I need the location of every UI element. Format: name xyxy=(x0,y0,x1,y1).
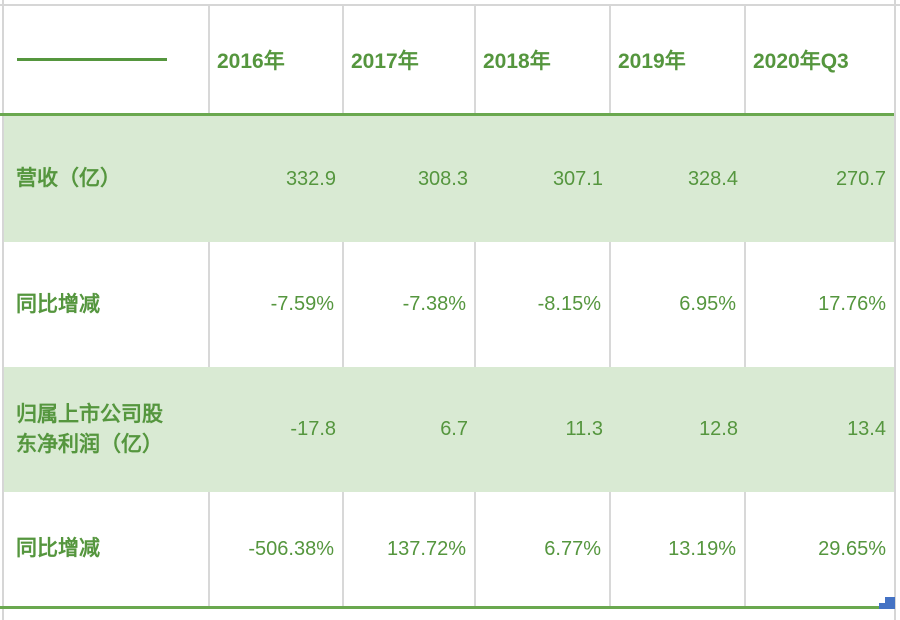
row-label-revenue[interactable]: 营收（亿） xyxy=(16,167,121,190)
right-gridline xyxy=(894,0,896,620)
column-header-2017[interactable]: 2017年 xyxy=(344,6,476,113)
fill-handle-square xyxy=(885,597,895,609)
revenue-2017[interactable]: 308.3 xyxy=(417,167,468,190)
fill-handle-step xyxy=(879,603,885,609)
header-cell-empty[interactable] xyxy=(4,6,210,113)
row-label-revenue-yoy[interactable]: 同比增减 xyxy=(4,242,210,367)
net-profit-yoy-2019[interactable]: 13.19% xyxy=(611,492,746,606)
net-profit-yoy-2016[interactable]: -506.38% xyxy=(210,492,344,606)
table-row-net-profit-yoy: 同比增减 -506.38% 137.72% 6.77% 13.19% 29.65… xyxy=(4,492,894,606)
revenue-2016[interactable]: 332.9 xyxy=(285,167,336,190)
header-green-rule xyxy=(0,113,894,116)
net-profit-yoy-2020q3[interactable]: 29.65% xyxy=(818,537,886,560)
net-profit-2017[interactable]: 6.7 xyxy=(440,418,468,440)
financial-data-table: 2016年 2017年 2018年 2019年 2020年Q3 营收（亿） 33… xyxy=(4,6,894,606)
table-row-revenue: 营收（亿） 332.9 308.3 307.1 328.4 270.7 xyxy=(4,116,894,242)
net-profit-2020q3[interactable]: 13.4 xyxy=(847,418,886,440)
net-profit-2016[interactable]: -17.8 xyxy=(290,418,336,440)
net-profit-2019[interactable]: 12.8 xyxy=(699,418,738,440)
row-label-net-profit[interactable]: 归属上市公司股东净利润（亿） xyxy=(16,402,163,456)
net-profit-yoy-2017[interactable]: 137.72% xyxy=(344,492,476,606)
column-header-2016[interactable]: 2016年 xyxy=(210,6,344,113)
dash-placeholder xyxy=(17,58,167,61)
revenue-yoy-2016[interactable]: -7.59% xyxy=(210,242,344,367)
revenue-yoy-2018[interactable]: -8.15% xyxy=(476,242,611,367)
column-header-2018[interactable]: 2018年 xyxy=(476,6,611,113)
table-header-row: 2016年 2017年 2018年 2019年 2020年Q3 xyxy=(4,6,894,113)
table-row-net-profit: 归属上市公司股东净利润（亿） -17.8 6.7 11.3 12.8 13.4 xyxy=(4,367,894,492)
revenue-2018[interactable]: 307.1 xyxy=(552,167,603,190)
net-profit-2018[interactable]: 11.3 xyxy=(565,418,603,440)
fill-handle[interactable] xyxy=(879,597,896,609)
column-header-2020q3[interactable]: 2020年Q3 xyxy=(753,49,849,73)
left-gridline xyxy=(2,0,4,620)
column-header-2019[interactable]: 2019年 xyxy=(611,6,746,113)
revenue-yoy-2017[interactable]: -7.38% xyxy=(344,242,476,367)
revenue-yoy-2020q3[interactable]: 17.76% xyxy=(818,293,886,315)
revenue-2019[interactable]: 328.4 xyxy=(687,167,738,190)
revenue-yoy-2019[interactable]: 6.95% xyxy=(611,242,746,367)
table-row-revenue-yoy: 同比增减 -7.59% -7.38% -8.15% 6.95% 17.76% xyxy=(4,242,894,367)
top-gridline xyxy=(0,4,900,6)
revenue-2020q3[interactable]: 270.7 xyxy=(835,167,886,190)
row-label-net-profit-yoy[interactable]: 同比增减 xyxy=(4,492,210,606)
net-profit-yoy-2018[interactable]: 6.77% xyxy=(476,492,611,606)
table-bottom-green-rule xyxy=(0,606,894,609)
